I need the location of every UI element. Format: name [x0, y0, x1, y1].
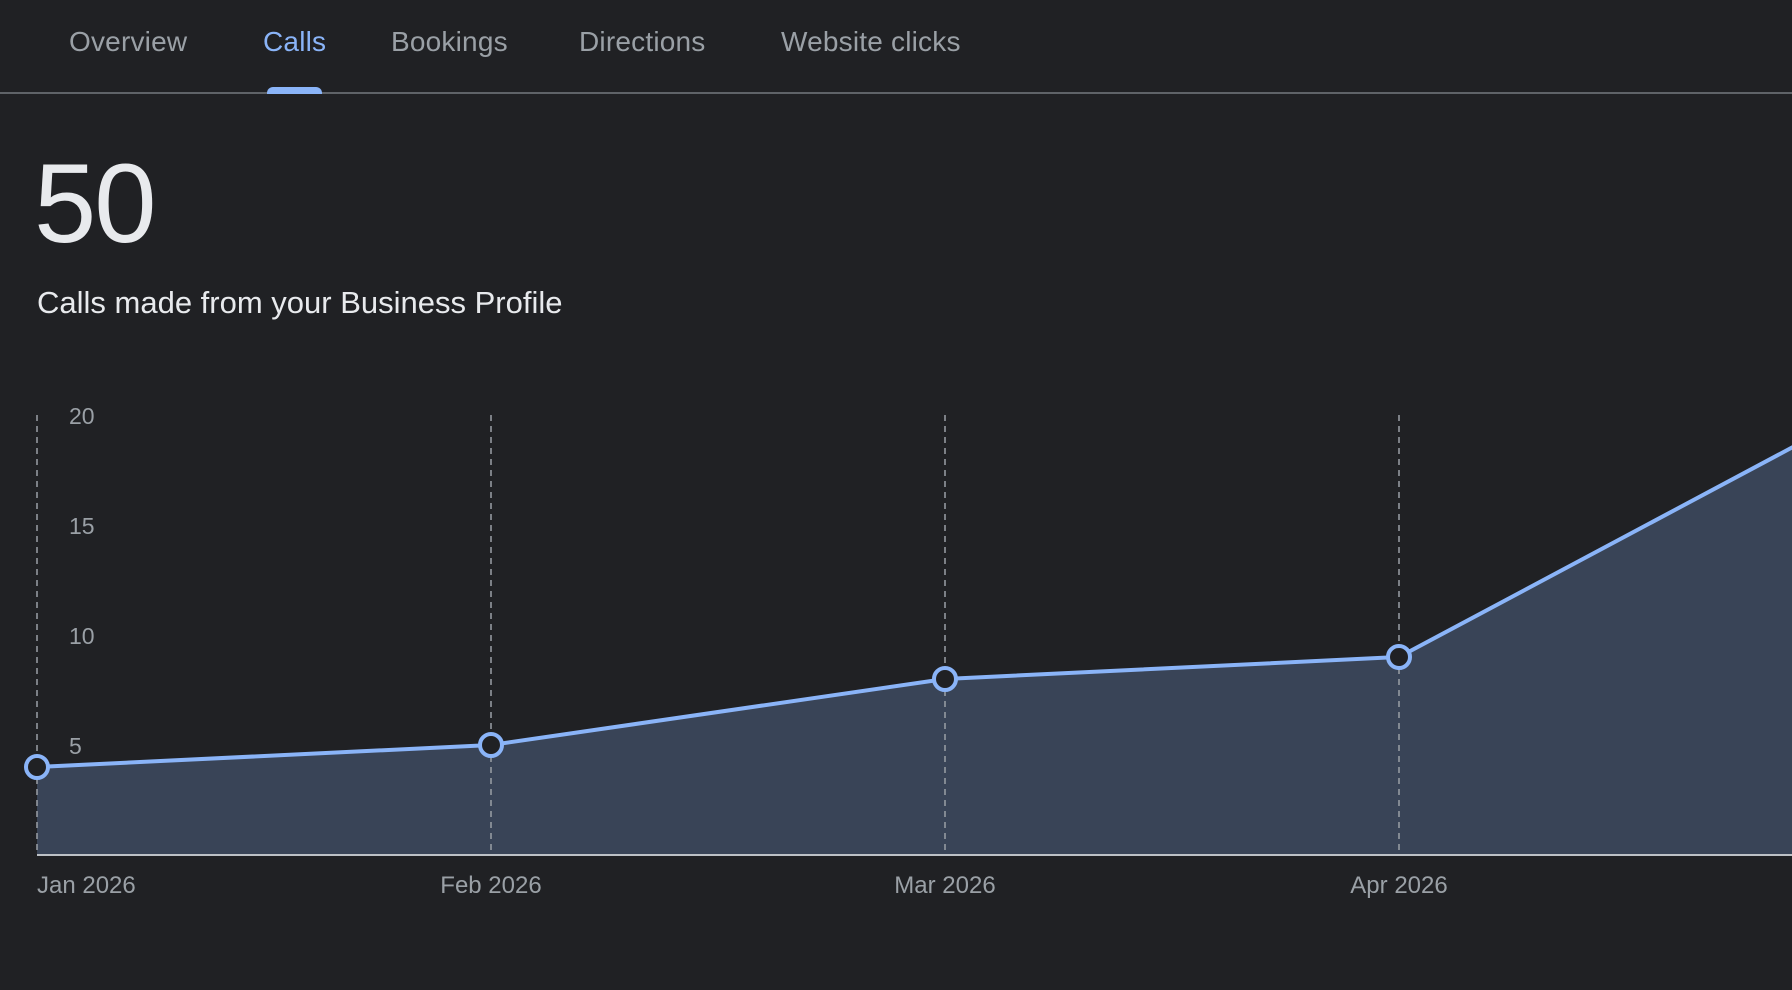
y-tick-label: 20: [69, 403, 95, 429]
x-tick-label: Mar 2026: [894, 872, 995, 899]
y-tick-label: 5: [69, 733, 82, 759]
area-fill: [37, 447, 1792, 855]
active-tab-indicator: [267, 87, 322, 94]
x-tick-label: Feb 2026: [440, 872, 541, 899]
tab-bookings[interactable]: Bookings: [391, 26, 508, 57]
data-point: [24, 754, 50, 780]
data-point: [478, 732, 504, 758]
x-tick-label: Jan 2026: [37, 872, 136, 899]
metric-value: 50: [34, 141, 157, 266]
y-tick-label: 15: [69, 513, 95, 539]
tab-bar: Overview Calls Bookings Directions Websi…: [0, 0, 1792, 94]
x-tick-label: Apr 2026: [1350, 872, 1447, 899]
tab-overview[interactable]: Overview: [69, 26, 188, 57]
tab-calls[interactable]: Calls: [263, 26, 327, 57]
tab-directions[interactable]: Directions: [579, 26, 706, 57]
tab-website-clicks[interactable]: Website clicks: [781, 26, 961, 57]
y-tick-label: 10: [69, 623, 95, 649]
data-point: [932, 666, 958, 692]
data-point: [1386, 644, 1412, 670]
metric-description: Calls made from your Business Profile: [37, 285, 563, 320]
